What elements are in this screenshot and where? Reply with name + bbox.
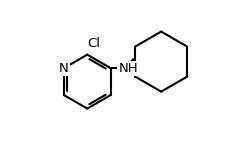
- Text: N: N: [59, 62, 69, 75]
- Text: NH: NH: [118, 62, 138, 75]
- Text: Cl: Cl: [87, 37, 100, 50]
